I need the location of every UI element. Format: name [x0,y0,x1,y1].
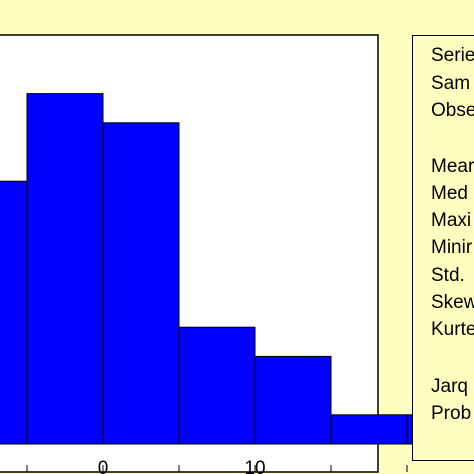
stats-panel: Serie Sam Obse Mear Med Maxi Minir Std. … [412,35,474,461]
stat-label-std-dev: Std. [431,265,465,286]
x-tick-label: 10 [244,458,265,474]
stat-label-kurtosis: Kurte [431,319,474,340]
x-axis-ticks: 0 10 [26,458,408,474]
stat-label-series: Serie [431,45,474,66]
histogram-bar [178,326,256,445]
x-tick-label: 0 [98,458,109,474]
stat-label-maximum: Maxi [431,210,472,231]
stat-label-skewness: Skew [431,292,474,313]
stat-label-sample: Sam [431,73,471,94]
histogram-bar [26,93,104,445]
bars-group [0,93,474,445]
histogram-bar [102,122,180,445]
stat-label-minimum: Minir [431,237,473,258]
histogram-bar [254,355,332,445]
stat-label-mean: Mear [431,156,474,177]
stat-label-probability: Prob [431,403,472,424]
stat-label-jarque-bera: Jarq [431,376,468,397]
stat-label-median: Med [431,183,468,204]
histogram-bar [330,414,408,445]
histogram-bar [0,180,28,445]
stat-label-observations: Obse [431,100,474,121]
